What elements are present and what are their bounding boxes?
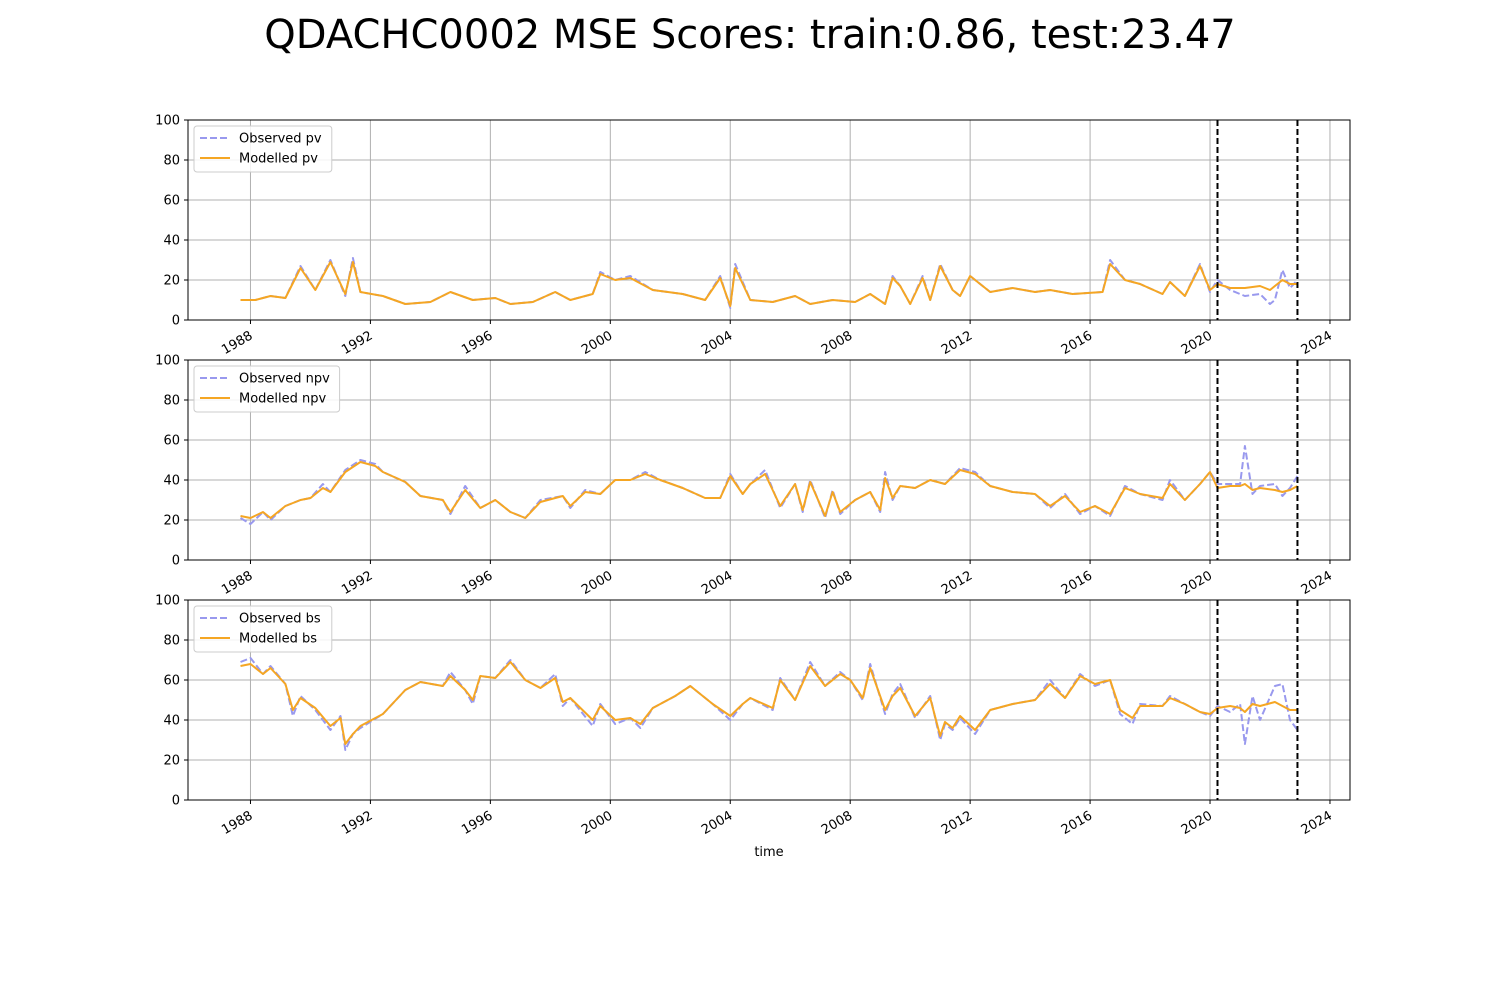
legend-label: Observed pv bbox=[239, 132, 322, 147]
y-tick-label: 100 bbox=[155, 354, 180, 369]
legend-box bbox=[193, 365, 341, 413]
x-tick-label: 2016 bbox=[1059, 568, 1095, 598]
y-tick-label: 0 bbox=[172, 314, 180, 329]
legend-box bbox=[193, 605, 333, 653]
x-axis-label: time bbox=[754, 845, 783, 860]
x-tick-label: 1996 bbox=[459, 568, 495, 598]
x-tick-label: 1992 bbox=[339, 568, 375, 598]
x-tick-label: 2020 bbox=[1179, 328, 1215, 358]
x-tick-label: 2012 bbox=[939, 568, 975, 598]
x-tick-label: 1988 bbox=[219, 568, 255, 598]
x-tick-label: 1992 bbox=[339, 328, 375, 358]
panel-frame bbox=[187, 119, 1351, 321]
y-tick-label: 40 bbox=[163, 474, 180, 489]
x-tick-label: 2012 bbox=[939, 808, 975, 838]
panel-3: 0 20 40 60 80 100 1988 1992 1996 2000 2004 2008 2012… bbox=[155, 594, 1351, 838]
observed-series-line bbox=[240, 657, 1299, 751]
y-tick-label: 100 bbox=[155, 594, 180, 609]
legend-label: Modelled npv bbox=[239, 392, 327, 407]
y-tick-label: 20 bbox=[163, 274, 180, 289]
legend-label: Observed npv bbox=[239, 372, 330, 387]
legend-label: Modelled bs bbox=[239, 632, 317, 647]
panel-frame bbox=[187, 599, 1351, 801]
y-tick-label: 60 bbox=[163, 674, 180, 689]
x-tick-label: 2008 bbox=[819, 808, 855, 838]
x-tick-label: 2016 bbox=[1059, 808, 1095, 838]
x-tick-label: 2000 bbox=[579, 328, 615, 358]
x-tick-label: 2016 bbox=[1059, 328, 1095, 358]
y-tick-label: 60 bbox=[163, 194, 180, 209]
y-tick-label: 20 bbox=[163, 514, 180, 529]
panel-1: 0 20 40 60 80 100 1988 1992 1996 2000 2004 2008 2012… bbox=[155, 114, 1351, 358]
x-tick-label: 1996 bbox=[459, 808, 495, 838]
y-tick-label: 20 bbox=[163, 754, 180, 769]
legend: Observed pv Modelled pv bbox=[193, 125, 333, 173]
x-tick-label: 1988 bbox=[219, 808, 255, 838]
x-tick-label: 2004 bbox=[699, 568, 735, 598]
x-tick-label: 2008 bbox=[819, 568, 855, 598]
x-tick-label: 2024 bbox=[1299, 328, 1335, 358]
x-tick-label: 2024 bbox=[1299, 568, 1335, 598]
panel-2: 0 20 40 60 80 100 1988 1992 1996 2000 2004 2008 2012… bbox=[155, 354, 1351, 598]
legend: Observed npv Modelled npv bbox=[193, 365, 341, 413]
modelled-series-line bbox=[240, 261, 1298, 307]
x-tick-label: 1992 bbox=[339, 808, 375, 838]
observed-series-line bbox=[239, 445, 1299, 525]
x-tick-label: 2000 bbox=[579, 808, 615, 838]
x-tick-label: 2020 bbox=[1179, 568, 1215, 598]
x-tick-label: 2004 bbox=[699, 328, 735, 358]
legend-box bbox=[193, 125, 333, 173]
chart-title: QDACHC0002 MSE Scores: train:0.86, test:… bbox=[264, 12, 1236, 58]
panel-frame bbox=[187, 359, 1351, 561]
legend-label: Modelled pv bbox=[239, 152, 318, 167]
y-tick-label: 40 bbox=[163, 714, 180, 729]
x-tick-label: 2024 bbox=[1299, 808, 1335, 838]
x-tick-label: 2008 bbox=[819, 328, 855, 358]
legend-label: Observed bs bbox=[239, 612, 321, 627]
x-tick-label: 1988 bbox=[219, 328, 255, 358]
y-tick-label: 100 bbox=[155, 114, 180, 129]
y-tick-label: 80 bbox=[163, 154, 180, 169]
x-tick-label: 2000 bbox=[579, 568, 615, 598]
y-tick-label: 60 bbox=[163, 434, 180, 449]
y-tick-label: 80 bbox=[163, 394, 180, 409]
y-tick-label: 40 bbox=[163, 234, 180, 249]
x-tick-label: 2012 bbox=[939, 328, 975, 358]
x-tick-label: 1996 bbox=[459, 328, 495, 358]
x-tick-label: 2004 bbox=[699, 808, 735, 838]
y-tick-label: 0 bbox=[172, 554, 180, 569]
modelled-series-line bbox=[240, 461, 1298, 519]
modelled-series-line bbox=[240, 661, 1298, 745]
y-tick-label: 80 bbox=[163, 634, 180, 649]
x-tick-label: 2020 bbox=[1179, 808, 1215, 838]
legend: Observed bs Modelled bs bbox=[193, 605, 333, 653]
y-tick-label: 0 bbox=[172, 794, 180, 809]
